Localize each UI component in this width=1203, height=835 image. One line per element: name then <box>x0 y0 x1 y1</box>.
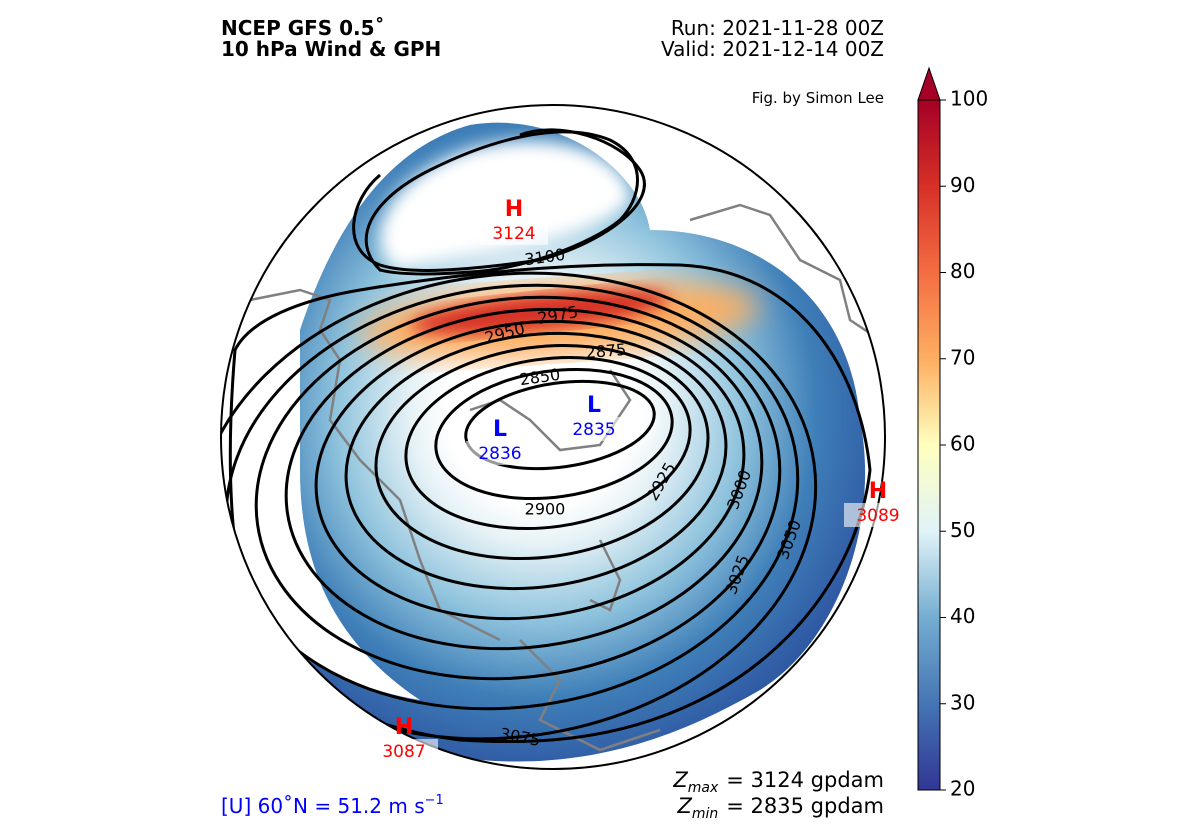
colorbar-tick-label: 20 <box>950 777 975 801</box>
zmax-sub: max <box>688 780 719 796</box>
colorbar-tick-label: 80 <box>950 259 975 283</box>
center-value-bg <box>370 739 438 763</box>
colorbar-extend <box>917 66 941 101</box>
colorbar: 20 30 40 50 60 70 80 90 100 <box>917 66 988 801</box>
zmax-text: = 3124 gpdam <box>726 768 884 792</box>
colorbar-tick-label: 40 <box>950 604 975 628</box>
center-value-bg <box>466 441 534 465</box>
contour-line <box>254 295 782 681</box>
contour-line <box>352 128 646 272</box>
wind-field <box>221 122 881 762</box>
mean-wind-text: [U] 60˚N = 51.2 m s <box>221 794 425 818</box>
center-value: 3087 <box>382 742 425 762</box>
contour-line <box>221 271 818 741</box>
center-value-bg <box>844 503 912 527</box>
zmin-text: = 2835 gpdam <box>726 794 884 818</box>
center-symbol: H <box>869 479 887 504</box>
title: NCEP GFS 0.5˚ <box>221 16 385 40</box>
colorbar-tick-label: 30 <box>950 690 975 714</box>
contours <box>221 128 872 744</box>
zmin: Zmin = 2835 gpdam <box>676 794 884 822</box>
contour-label: 2875 <box>585 340 627 362</box>
center-value: 3089 <box>856 506 899 526</box>
colorbar-tick-label: 50 <box>950 518 975 542</box>
map-boundary <box>220 104 886 770</box>
run-time: Run: 2021-11-28 00Z <box>671 16 884 40</box>
colorbar-tick-label: 90 <box>950 173 975 197</box>
center-value-bg <box>560 417 628 441</box>
colorbar-tick-label: 60 <box>950 432 975 456</box>
zmax-symbol: Z <box>672 768 688 792</box>
mean-wind-unit-exp: −1 <box>425 793 444 808</box>
center-symbol: L <box>587 393 601 418</box>
center-symbol: L <box>493 417 507 442</box>
center-symbol: H <box>395 715 413 740</box>
contour-line <box>284 307 764 651</box>
zmin-symbol: Z <box>676 794 692 818</box>
contour-line <box>314 319 746 621</box>
colorbar-tick-label: 70 <box>950 345 975 369</box>
zmax: Zmax = 3124 gpdam <box>672 768 884 796</box>
center-symbol: H <box>505 197 523 222</box>
contour-label: 2900 <box>525 500 566 519</box>
contour-line <box>344 331 728 591</box>
zmin-sub: min <box>692 806 718 822</box>
contour-line <box>464 379 656 471</box>
contour-line <box>374 343 710 561</box>
center-value: 2835 <box>572 420 615 440</box>
center-value: 2836 <box>478 444 521 464</box>
valid-time: Valid: 2021-12-14 00Z <box>661 37 884 61</box>
center-value: 3124 <box>492 224 535 244</box>
credit: Fig. by Simon Lee <box>752 89 884 107</box>
colorbar-bar <box>917 99 941 791</box>
contour-line <box>404 355 692 531</box>
mean-wind: [U] 60˚N = 51.2 m s−1 <box>221 793 444 818</box>
jet-max <box>410 289 670 335</box>
center-value-bg <box>480 221 548 245</box>
anticyclone-area <box>380 141 630 270</box>
colorbar-tick-label: 100 <box>950 87 988 111</box>
subtitle: 10 hPa Wind & GPH <box>221 37 441 61</box>
contour-line <box>434 367 674 501</box>
